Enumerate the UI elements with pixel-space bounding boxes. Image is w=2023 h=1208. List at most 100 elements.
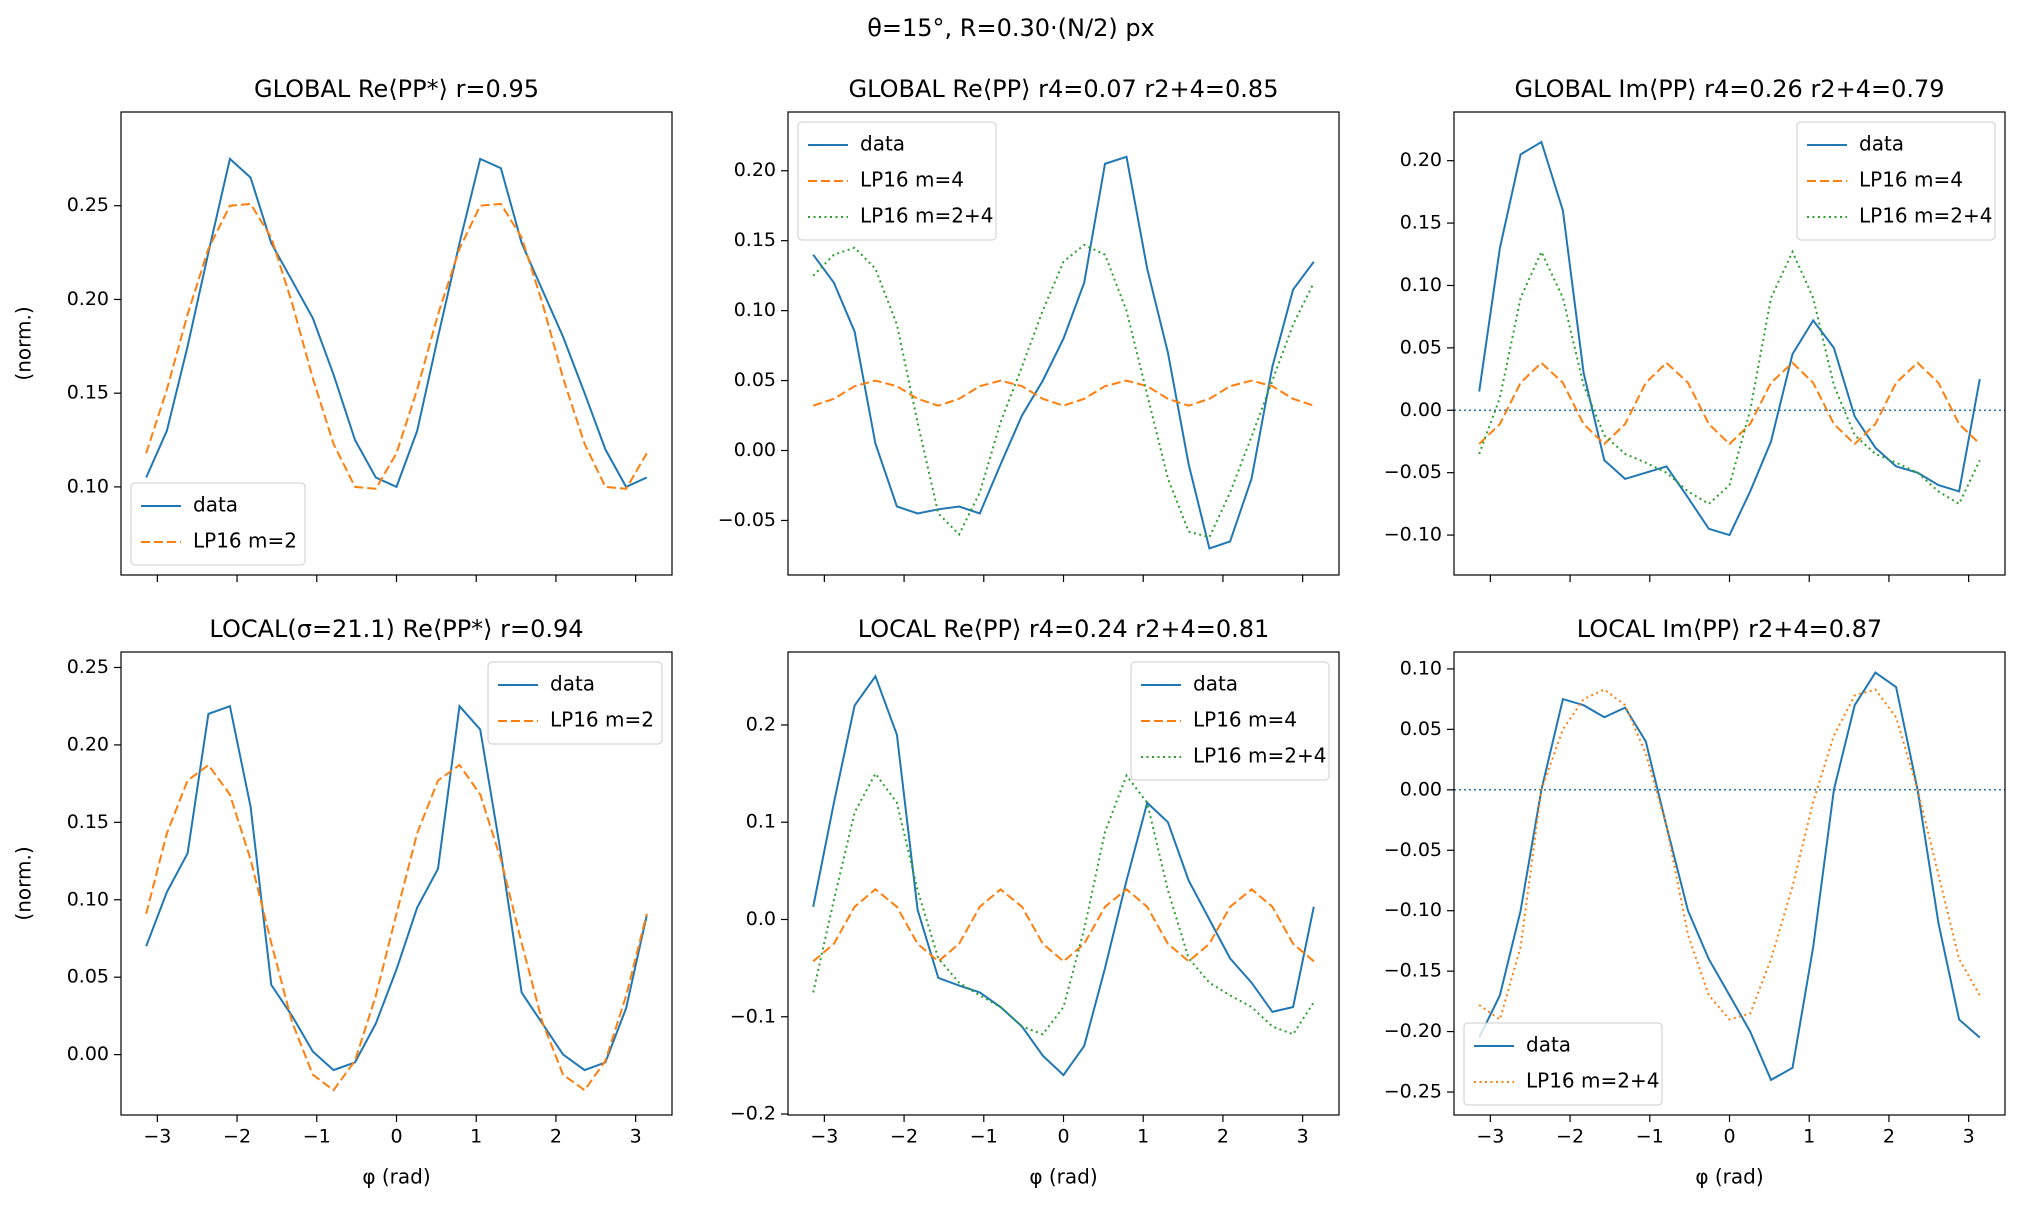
legend-label: LP16 m=2 (550, 708, 654, 732)
y-tick-label: −0.10 (1384, 524, 1442, 546)
y-tick-label: 0.00 (67, 1043, 109, 1065)
axes-frame (787, 651, 1340, 1116)
subplot: GLOBAL Re⟨PP*⟩ r=0.95 (norm.) 0.10 0.15 0.20… (12, 75, 673, 582)
x-tick-label: 2 (1883, 1126, 1895, 1148)
axes-frame (120, 651, 673, 1116)
y-tick-label: −0.05 (718, 509, 776, 531)
x-tick-label: 1 (1803, 1126, 1815, 1148)
y-tick-label: 0.15 (734, 229, 776, 251)
figure-title: θ=15°, R=0.30·(N/2) px (867, 14, 1155, 42)
legend-label: data (860, 132, 905, 156)
y-tick-label: 0.00 (734, 439, 776, 461)
subplot: LOCAL(σ=21.1) Re⟨PP*⟩ r=0.94 (norm.) φ (ra… (12, 615, 673, 1189)
x-tick-label: 3 (1963, 1126, 1975, 1148)
subplot-title: GLOBAL Re⟨PP⟩ r4=0.07 r2+4=0.85 (849, 75, 1279, 103)
x-tick-label: −3 (810, 1126, 838, 1148)
subplot: GLOBAL Im⟨PP⟩ r4=0.26 r2+4=0.79 −0.10 −0.0… (1384, 75, 2006, 582)
x-tick-label: 1 (470, 1126, 482, 1148)
axes-frame (120, 111, 673, 576)
y-tick-label: 0.00 (1400, 399, 1442, 421)
legend-label: LP16 m=2+4 (860, 204, 993, 228)
y-tick-label: 0.05 (67, 966, 109, 988)
y-tick-label: 0.20 (734, 159, 776, 181)
data-line (145, 202, 648, 490)
data-line (812, 379, 1315, 407)
x-axis-label: φ (rad) (1029, 1165, 1097, 1189)
legend-label: LP16 m=2+4 (1193, 744, 1326, 768)
y-tick-label: −0.10 (1384, 899, 1442, 921)
data-line (145, 157, 648, 489)
x-tick-label: 2 (1217, 1126, 1229, 1148)
y-axis-label: (norm.) (12, 846, 36, 920)
y-tick-label: 0.00 (1400, 778, 1442, 800)
legend-label: LP16 m=2+4 (1859, 204, 1992, 228)
y-axis-label: (norm.) (12, 306, 36, 380)
data-line (812, 888, 1315, 963)
subplot: LOCAL Im⟨PP⟩ r2+4=0.87 φ (rad) −0.25 −0.20 −… (1384, 615, 2006, 1189)
x-tick-label: −2 (1556, 1126, 1584, 1148)
x-tick-label: 2 (550, 1126, 562, 1148)
y-tick-label: −0.2 (730, 1103, 776, 1125)
y-tick-label: −0.15 (1384, 960, 1442, 982)
legend-label: LP16 m=2+4 (1526, 1069, 1659, 1093)
legend-box (797, 121, 997, 241)
x-tick-label: −3 (143, 1126, 171, 1148)
x-tick-label: −1 (303, 1126, 331, 1148)
y-tick-label: 0.20 (67, 733, 109, 755)
y-tick-label: 0.10 (1400, 274, 1442, 296)
y-tick-label: −0.20 (1384, 1020, 1442, 1042)
data-line (812, 674, 1315, 1077)
y-tick-label: 0.20 (1400, 149, 1442, 171)
y-tick-label: 0.2 (746, 713, 776, 735)
x-tick-label: 0 (1057, 1126, 1069, 1148)
data-line (1478, 688, 1981, 1022)
y-tick-label: 0.25 (67, 194, 109, 216)
subplot-title: GLOBAL Re⟨PP*⟩ r=0.95 (254, 75, 539, 103)
axes-frame (787, 111, 1340, 576)
subplot: GLOBAL Re⟨PP⟩ r4=0.07 r2+4=0.85 −0.05 0.00… (718, 75, 1340, 582)
x-tick-label: −3 (1476, 1126, 1504, 1148)
subplot-title: GLOBAL Im⟨PP⟩ r4=0.26 r2+4=0.79 (1514, 75, 1944, 103)
subplot-title: LOCAL Im⟨PP⟩ r2+4=0.87 (1577, 615, 1882, 643)
legend-label: LP16 m=2 (193, 529, 297, 553)
data-line (145, 703, 648, 1072)
y-tick-label: 0.05 (734, 369, 776, 391)
legend-label: LP16 m=4 (860, 168, 964, 192)
y-tick-label: 0.25 (67, 656, 109, 678)
data-line (1478, 249, 1981, 506)
x-tick-label: 0 (390, 1126, 402, 1148)
x-axis-label: φ (rad) (1695, 1165, 1763, 1189)
data-line (145, 763, 648, 1092)
x-tick-label: 3 (1297, 1126, 1309, 1148)
subplot-title: LOCAL Re⟨PP⟩ r4=0.24 r2+4=0.81 (858, 615, 1270, 643)
subplot-title: LOCAL(σ=21.1) Re⟨PP*⟩ r=0.94 (209, 615, 583, 643)
legend-label: LP16 m=4 (1193, 708, 1297, 732)
legend-box (130, 482, 306, 566)
y-tick-label: 0.10 (1400, 657, 1442, 679)
legend-box (1796, 121, 1996, 241)
y-tick-label: 0.10 (67, 475, 109, 497)
data-line (1478, 140, 1981, 537)
y-tick-label: 0.10 (734, 299, 776, 321)
data-line (1478, 671, 1981, 1082)
axes-frame (1453, 111, 2006, 576)
y-tick-label: −0.25 (1384, 1081, 1442, 1103)
x-axis-label: φ (rad) (362, 1165, 430, 1189)
y-tick-label: −0.1 (730, 1005, 776, 1027)
y-tick-label: 0.15 (1400, 212, 1442, 234)
y-tick-label: 0.1 (746, 811, 776, 833)
y-tick-label: 0.05 (1400, 336, 1442, 358)
x-tick-label: 1 (1137, 1126, 1149, 1148)
data-line (812, 243, 1315, 539)
x-tick-label: −1 (1636, 1126, 1664, 1148)
y-tick-label: 0.20 (67, 288, 109, 310)
axes-frame (1453, 651, 2006, 1116)
x-tick-label: 3 (630, 1126, 642, 1148)
subplot: LOCAL Re⟨PP⟩ r4=0.24 r2+4=0.81 φ (rad) −0.… (730, 615, 1340, 1189)
data-line (1478, 361, 1981, 446)
x-tick-label: 0 (1723, 1126, 1735, 1148)
x-tick-label: −2 (890, 1126, 918, 1148)
y-tick-label: 0.15 (67, 811, 109, 833)
